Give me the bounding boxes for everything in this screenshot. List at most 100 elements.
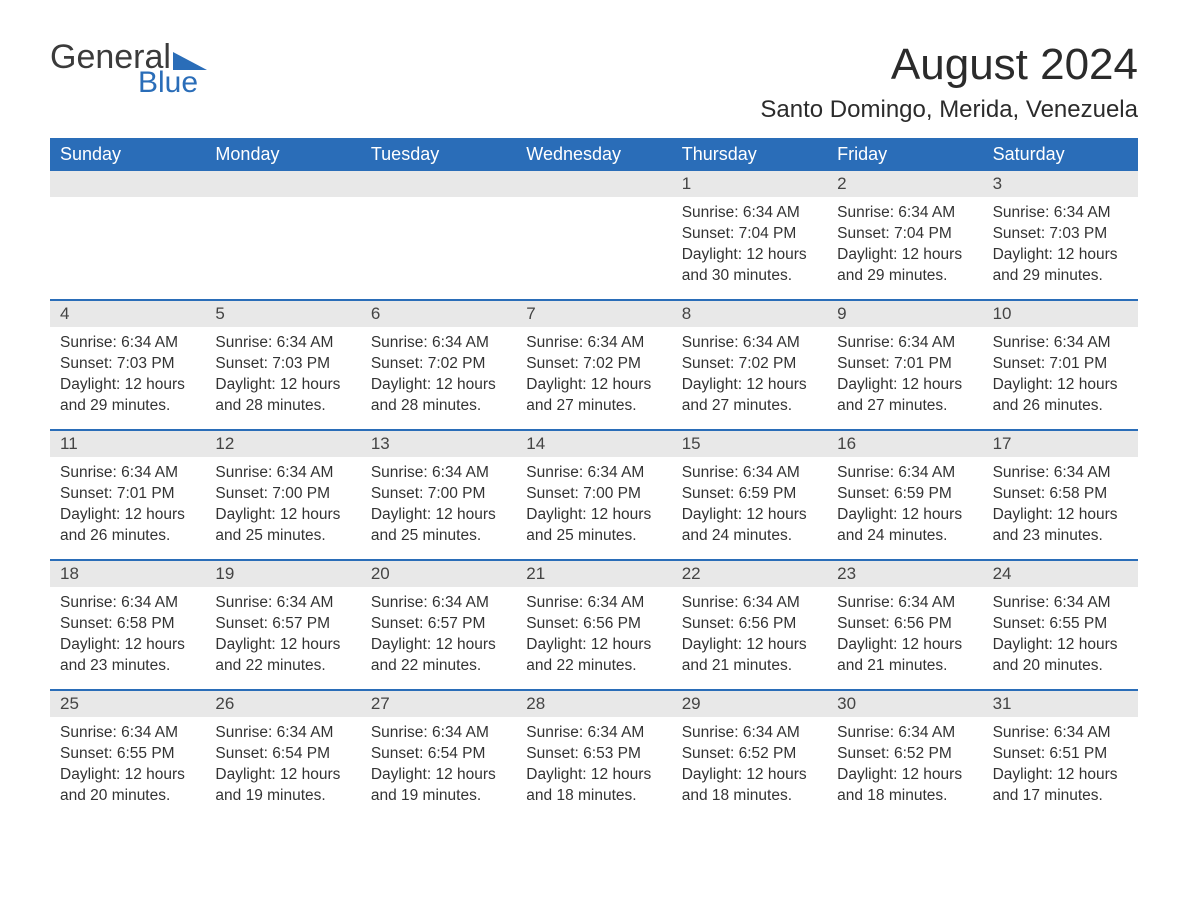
day-body: Sunrise: 6:34 AMSunset: 6:52 PMDaylight:… [827, 717, 982, 817]
sunrise-line: Sunrise: 6:34 AM [215, 333, 350, 354]
day-cell: 25Sunrise: 6:34 AMSunset: 6:55 PMDayligh… [50, 691, 205, 819]
daylight-line: Daylight: 12 hours and 19 minutes. [371, 765, 506, 807]
sunset-line: Sunset: 6:57 PM [215, 614, 350, 635]
day-number: 18 [50, 561, 205, 587]
sunrise-line: Sunrise: 6:34 AM [215, 723, 350, 744]
week-row: 25Sunrise: 6:34 AMSunset: 6:55 PMDayligh… [50, 689, 1138, 819]
sunset-line: Sunset: 7:04 PM [837, 224, 972, 245]
sunset-line: Sunset: 6:54 PM [371, 744, 506, 765]
day-number: 27 [361, 691, 516, 717]
sunrise-line: Sunrise: 6:34 AM [682, 463, 817, 484]
day-cell: 14Sunrise: 6:34 AMSunset: 7:00 PMDayligh… [516, 431, 671, 559]
sunrise-line: Sunrise: 6:34 AM [526, 723, 661, 744]
daylight-line: Daylight: 12 hours and 18 minutes. [682, 765, 817, 807]
day-body: Sunrise: 6:34 AMSunset: 6:54 PMDaylight:… [361, 717, 516, 817]
daylight-line: Daylight: 12 hours and 27 minutes. [837, 375, 972, 417]
day-cell: 10Sunrise: 6:34 AMSunset: 7:01 PMDayligh… [983, 301, 1138, 429]
day-body: Sunrise: 6:34 AMSunset: 7:01 PMDaylight:… [827, 327, 982, 427]
location-subtitle: Santo Domingo, Merida, Venezuela [760, 96, 1138, 124]
daylight-line: Daylight: 12 hours and 20 minutes. [993, 635, 1128, 677]
sunrise-line: Sunrise: 6:34 AM [993, 333, 1128, 354]
day-body: Sunrise: 6:34 AMSunset: 6:59 PMDaylight:… [672, 457, 827, 557]
day-body: Sunrise: 6:34 AMSunset: 6:56 PMDaylight:… [672, 587, 827, 687]
sunrise-line: Sunrise: 6:34 AM [682, 333, 817, 354]
day-number: 17 [983, 431, 1138, 457]
logo: General Blue [50, 40, 207, 98]
sunset-line: Sunset: 7:03 PM [993, 224, 1128, 245]
day-cell: 28Sunrise: 6:34 AMSunset: 6:53 PMDayligh… [516, 691, 671, 819]
weekday-header-cell: Sunday [50, 138, 205, 171]
page-header: General Blue August 2024 Santo Domingo, … [50, 40, 1138, 124]
daylight-line: Daylight: 12 hours and 25 minutes. [526, 505, 661, 547]
day-cell [361, 171, 516, 299]
sunrise-line: Sunrise: 6:34 AM [215, 593, 350, 614]
sunrise-line: Sunrise: 6:34 AM [371, 723, 506, 744]
sunrise-line: Sunrise: 6:34 AM [371, 333, 506, 354]
sunrise-line: Sunrise: 6:34 AM [993, 203, 1128, 224]
day-cell: 31Sunrise: 6:34 AMSunset: 6:51 PMDayligh… [983, 691, 1138, 819]
sunset-line: Sunset: 6:51 PM [993, 744, 1128, 765]
daylight-line: Daylight: 12 hours and 30 minutes. [682, 245, 817, 287]
weekday-header-cell: Saturday [983, 138, 1138, 171]
daylight-line: Daylight: 12 hours and 21 minutes. [682, 635, 817, 677]
sunrise-line: Sunrise: 6:34 AM [837, 723, 972, 744]
day-body: Sunrise: 6:34 AMSunset: 6:59 PMDaylight:… [827, 457, 982, 557]
day-number: 14 [516, 431, 671, 457]
sunset-line: Sunset: 6:58 PM [993, 484, 1128, 505]
day-cell: 18Sunrise: 6:34 AMSunset: 6:58 PMDayligh… [50, 561, 205, 689]
sunrise-line: Sunrise: 6:34 AM [837, 203, 972, 224]
daylight-line: Daylight: 12 hours and 18 minutes. [837, 765, 972, 807]
daylight-line: Daylight: 12 hours and 24 minutes. [837, 505, 972, 547]
sunset-line: Sunset: 6:57 PM [371, 614, 506, 635]
day-body: Sunrise: 6:34 AMSunset: 6:52 PMDaylight:… [672, 717, 827, 817]
sunrise-line: Sunrise: 6:34 AM [215, 463, 350, 484]
week-row: 11Sunrise: 6:34 AMSunset: 7:01 PMDayligh… [50, 429, 1138, 559]
day-body: Sunrise: 6:34 AMSunset: 6:54 PMDaylight:… [205, 717, 360, 817]
day-number: 16 [827, 431, 982, 457]
day-body: Sunrise: 6:34 AMSunset: 6:53 PMDaylight:… [516, 717, 671, 817]
day-body: Sunrise: 6:34 AMSunset: 6:57 PMDaylight:… [361, 587, 516, 687]
daylight-line: Daylight: 12 hours and 23 minutes. [993, 505, 1128, 547]
day-cell: 22Sunrise: 6:34 AMSunset: 6:56 PMDayligh… [672, 561, 827, 689]
day-cell: 20Sunrise: 6:34 AMSunset: 6:57 PMDayligh… [361, 561, 516, 689]
day-body: Sunrise: 6:34 AMSunset: 7:02 PMDaylight:… [672, 327, 827, 427]
daylight-line: Daylight: 12 hours and 22 minutes. [371, 635, 506, 677]
daylight-line: Daylight: 12 hours and 23 minutes. [60, 635, 195, 677]
day-cell [516, 171, 671, 299]
day-cell: 11Sunrise: 6:34 AMSunset: 7:01 PMDayligh… [50, 431, 205, 559]
sunset-line: Sunset: 6:52 PM [682, 744, 817, 765]
sunrise-line: Sunrise: 6:34 AM [371, 463, 506, 484]
day-cell: 26Sunrise: 6:34 AMSunset: 6:54 PMDayligh… [205, 691, 360, 819]
day-number: 22 [672, 561, 827, 587]
day-number: 26 [205, 691, 360, 717]
day-cell: 19Sunrise: 6:34 AMSunset: 6:57 PMDayligh… [205, 561, 360, 689]
sunset-line: Sunset: 6:54 PM [215, 744, 350, 765]
daylight-line: Daylight: 12 hours and 19 minutes. [215, 765, 350, 807]
day-body: Sunrise: 6:34 AMSunset: 6:58 PMDaylight:… [50, 587, 205, 687]
daylight-line: Daylight: 12 hours and 24 minutes. [682, 505, 817, 547]
day-cell: 4Sunrise: 6:34 AMSunset: 7:03 PMDaylight… [50, 301, 205, 429]
sunset-line: Sunset: 6:55 PM [60, 744, 195, 765]
day-number: 3 [983, 171, 1138, 197]
daylight-line: Daylight: 12 hours and 29 minutes. [60, 375, 195, 417]
day-cell: 17Sunrise: 6:34 AMSunset: 6:58 PMDayligh… [983, 431, 1138, 559]
day-body: Sunrise: 6:34 AMSunset: 6:56 PMDaylight:… [827, 587, 982, 687]
day-number: 31 [983, 691, 1138, 717]
day-cell: 8Sunrise: 6:34 AMSunset: 7:02 PMDaylight… [672, 301, 827, 429]
weekday-header-row: SundayMondayTuesdayWednesdayThursdayFrid… [50, 138, 1138, 171]
day-body: Sunrise: 6:34 AMSunset: 7:02 PMDaylight:… [361, 327, 516, 427]
daylight-line: Daylight: 12 hours and 29 minutes. [993, 245, 1128, 287]
day-cell: 13Sunrise: 6:34 AMSunset: 7:00 PMDayligh… [361, 431, 516, 559]
day-body: Sunrise: 6:34 AMSunset: 7:03 PMDaylight:… [50, 327, 205, 427]
day-number: 1 [672, 171, 827, 197]
day-body: Sunrise: 6:34 AMSunset: 6:56 PMDaylight:… [516, 587, 671, 687]
day-body: Sunrise: 6:34 AMSunset: 7:01 PMDaylight:… [983, 327, 1138, 427]
sunset-line: Sunset: 7:00 PM [215, 484, 350, 505]
day-number: 30 [827, 691, 982, 717]
sunset-line: Sunset: 6:58 PM [60, 614, 195, 635]
sunset-line: Sunset: 7:01 PM [837, 354, 972, 375]
day-cell: 27Sunrise: 6:34 AMSunset: 6:54 PMDayligh… [361, 691, 516, 819]
day-number: 9 [827, 301, 982, 327]
sunrise-line: Sunrise: 6:34 AM [837, 593, 972, 614]
day-number: 20 [361, 561, 516, 587]
